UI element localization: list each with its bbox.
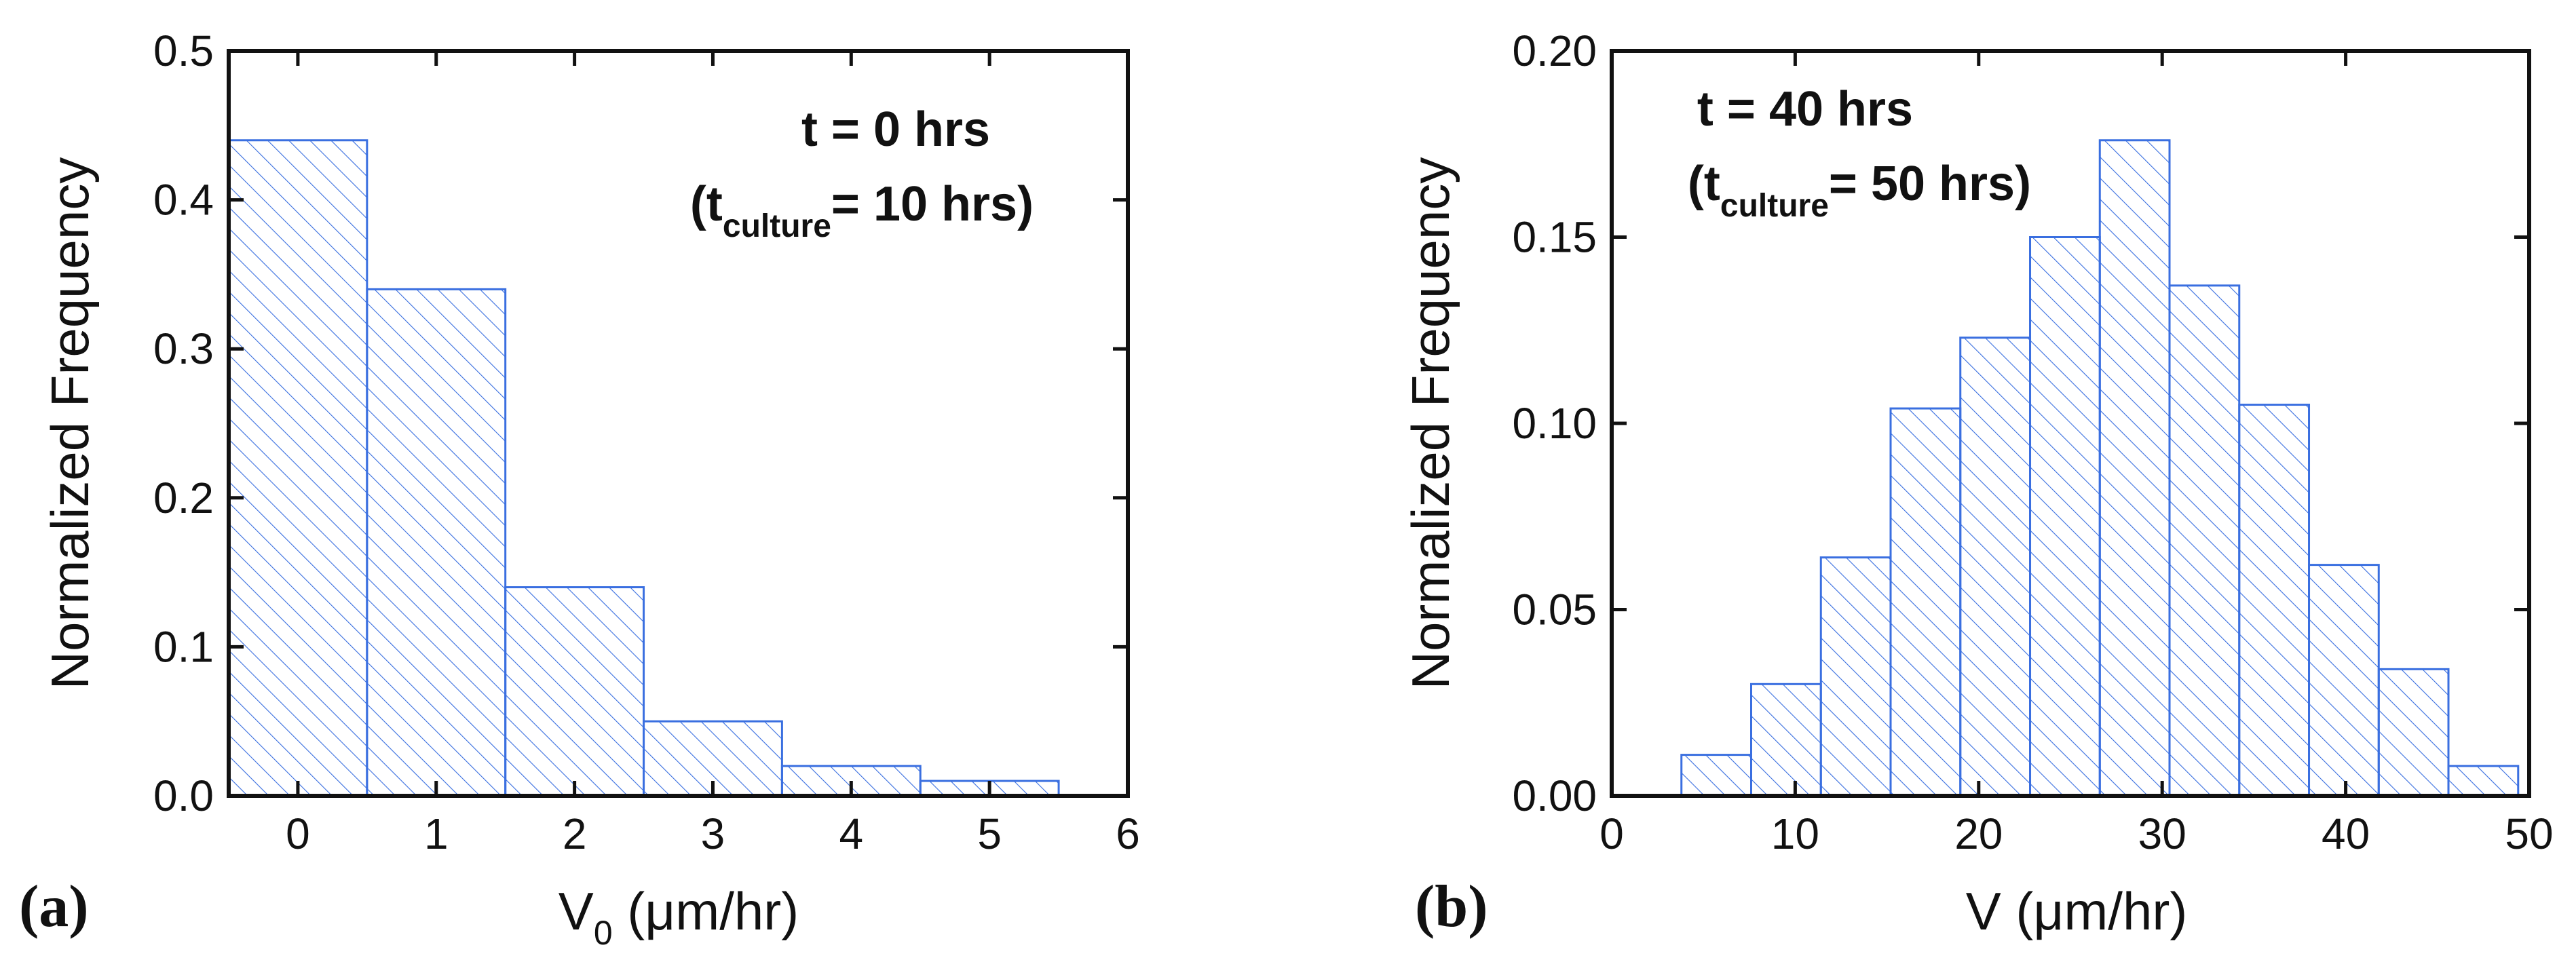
panel-b-xlabel: V (μm/hr) (1966, 881, 2188, 941)
panel-a-xlabel: V0 (μm/hr) (558, 881, 799, 952)
panel-a-ytick-label: 0.0 (153, 771, 214, 820)
panel-b-chart: 0 10 20 30 40 50 0.00 0.05 0.10 0.15 0.20 t = 40 h… (1401, 26, 2554, 941)
panel-b-xtick-label: 20 (1954, 809, 2003, 858)
panel-b-xtick-label: 10 (1771, 809, 1819, 858)
panel-a-chart: 0 1 2 3 4 5 6 0.0 0.1 0.2 0.3 0.4 0.5 t = 0 hrs (tcu… (19, 26, 1140, 952)
panel-a-xtick-label: 0 (286, 809, 310, 858)
panel-a-xtick-label: 5 (977, 809, 1002, 858)
panel-a-xtick-label: 1 (424, 809, 449, 858)
panel-a-ytick-label: 0.3 (153, 324, 214, 373)
panel-a-xtick-label: 3 (701, 809, 725, 858)
panel-a-bar-2 (504, 586, 645, 797)
panel-b-ytick-label: 0.15 (1512, 213, 1597, 262)
panel-b-bars (1680, 139, 2520, 797)
panel-b-annotation-line1: t = 40 hrs (1697, 82, 1913, 136)
panel-a-bar-1 (366, 288, 507, 797)
panel-a-label: (a) (19, 874, 89, 940)
panel-b-xtick-label: 30 (2138, 809, 2186, 858)
panel-a-ylabel: Normalized Frequency (40, 157, 100, 690)
panel-a-annotation-line2: (tculture= 10 hrs) (690, 177, 1034, 244)
panel-b-xtick-label: 40 (2322, 809, 2370, 858)
panel-b-ytick-label: 0.00 (1512, 771, 1597, 820)
panel-b-bar-8 (2238, 404, 2311, 797)
panel-b-ytick-label: 0.05 (1512, 585, 1597, 634)
panel-b-bar-11 (2447, 765, 2520, 797)
panel-a-xtick-label: 6 (1116, 809, 1140, 858)
panel-a-ytick-label: 0.2 (153, 474, 214, 522)
panel-a-ticks: 0 1 2 3 4 5 6 0.0 0.1 0.2 0.3 0.4 0.5 (153, 26, 1140, 858)
panel-b-bar-1 (1750, 683, 1822, 797)
panel-b-bar-0 (1680, 754, 1753, 797)
panel-a-bars (227, 139, 1060, 797)
panel-a-plot-frame (227, 49, 1130, 798)
panel-a-bar-0 (227, 139, 368, 797)
panel-b-bar-3 (1889, 407, 1962, 797)
panel-b-bar-5 (2029, 236, 2101, 797)
panel-a-xtick-label: 2 (563, 809, 587, 858)
panel-b-ytick-label: 0.20 (1512, 26, 1597, 75)
panel-b-ticks: 0 10 20 30 40 50 0.00 0.05 0.10 0.15 0.20 (1512, 26, 2553, 858)
panel-b-bar-7 (2168, 284, 2241, 797)
panel-a-annotation-line1: t = 0 hrs (801, 102, 990, 157)
panel-a-xtick-label: 4 (839, 809, 864, 858)
panel-a-ytick-label: 0.1 (153, 622, 214, 671)
panel-a-ytick-label: 0.5 (153, 26, 214, 75)
panel-a-ytick-label: 0.4 (153, 176, 214, 225)
panel-b-annotation-line2: (tculture= 50 hrs) (1688, 157, 2031, 224)
panel-b-ylabel: Normalized Frequency (1401, 157, 1460, 690)
panel-b-bar-10 (2377, 668, 2450, 797)
panel-b-xtick-label: 0 (1599, 809, 1624, 858)
panel-b-bar-2 (1819, 556, 1892, 797)
panel-b-bar-4 (1959, 337, 2032, 797)
panel-b-xtick-label: 50 (2505, 809, 2553, 858)
panel-b-label: (b) (1415, 874, 1488, 940)
panel-b-bar-9 (2308, 564, 2380, 797)
panel-b-ytick-label: 0.10 (1512, 399, 1597, 448)
panel-b-bar-6 (2098, 139, 2171, 797)
